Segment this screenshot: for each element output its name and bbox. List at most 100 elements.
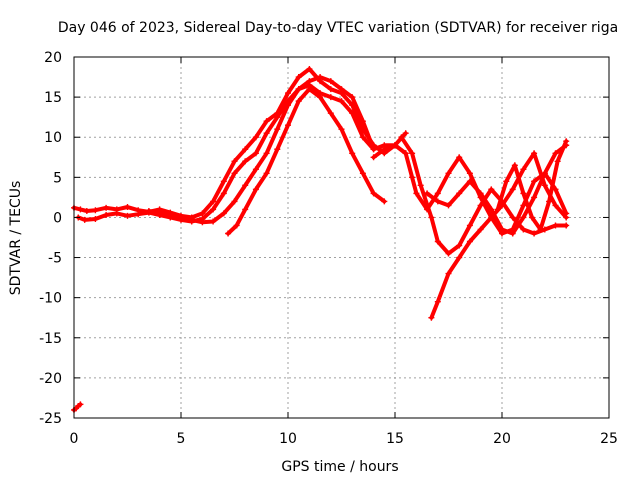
data-point bbox=[477, 202, 484, 209]
data-point bbox=[220, 178, 227, 185]
data-point bbox=[285, 90, 291, 97]
data-point bbox=[220, 190, 227, 197]
data-point bbox=[349, 94, 356, 101]
data-point bbox=[306, 78, 313, 85]
data-point bbox=[156, 209, 163, 216]
data-point bbox=[199, 219, 206, 226]
data-point bbox=[488, 186, 495, 193]
data-point bbox=[317, 74, 324, 81]
x-tick-label: 20 bbox=[493, 431, 511, 447]
x-tick-label: 25 bbox=[600, 431, 618, 447]
data-point bbox=[402, 130, 409, 137]
data-point bbox=[503, 178, 510, 185]
data-point bbox=[552, 202, 559, 209]
data-point bbox=[359, 134, 366, 141]
data-point bbox=[537, 226, 544, 233]
x-tick-labels: 0 5 10 15 20 25 bbox=[70, 431, 618, 447]
data-point bbox=[554, 158, 561, 165]
data-point bbox=[124, 212, 131, 219]
data-point bbox=[456, 254, 463, 261]
data-point bbox=[509, 214, 516, 221]
data-point bbox=[466, 178, 473, 185]
data-point bbox=[252, 150, 259, 157]
data-point bbox=[381, 198, 388, 205]
x-tick-label: 5 bbox=[177, 431, 186, 447]
data-point bbox=[220, 210, 227, 217]
data-point bbox=[210, 198, 217, 205]
data-point bbox=[520, 190, 527, 197]
data-point bbox=[531, 230, 538, 237]
data-point bbox=[381, 146, 388, 153]
data-point bbox=[434, 190, 441, 197]
data-point bbox=[541, 170, 548, 177]
data-point bbox=[531, 178, 538, 185]
data-point bbox=[242, 206, 249, 213]
y-tick-label: -15 bbox=[39, 331, 62, 347]
y-tick-label: 0 bbox=[53, 210, 62, 226]
axis-ticks bbox=[73, 56, 610, 419]
data-point bbox=[499, 226, 505, 233]
data-point bbox=[445, 202, 452, 209]
data-point bbox=[477, 226, 484, 233]
data-point bbox=[520, 214, 527, 221]
data-point bbox=[494, 206, 501, 213]
series-arc-h bbox=[425, 143, 569, 236]
data-point bbox=[231, 198, 238, 205]
data-point bbox=[124, 204, 131, 211]
data-point bbox=[225, 230, 232, 237]
data-point bbox=[531, 150, 538, 157]
data-point bbox=[370, 146, 377, 153]
data-point bbox=[317, 94, 324, 101]
data-point bbox=[327, 110, 334, 117]
data-point bbox=[409, 150, 416, 157]
data-point bbox=[409, 174, 416, 181]
data-point bbox=[274, 126, 281, 133]
data-point bbox=[338, 86, 345, 93]
y-tick-label: 5 bbox=[53, 170, 62, 186]
data-point bbox=[233, 222, 240, 229]
data-point bbox=[210, 206, 217, 213]
data-point bbox=[370, 154, 377, 161]
chart-title: Day 046 of 2023, Sidereal Day-to-day VTE… bbox=[58, 20, 618, 36]
data-point bbox=[413, 190, 420, 197]
y-tick-labels: 20 15 10 5 0 -5 -10 -15 -20 -25 bbox=[39, 50, 62, 427]
data-markers bbox=[71, 66, 570, 413]
data-point bbox=[541, 182, 548, 189]
data-point bbox=[488, 206, 495, 213]
data-point bbox=[445, 270, 452, 277]
data-point bbox=[92, 207, 99, 214]
data-point bbox=[285, 122, 291, 129]
y-tick-label: 20 bbox=[44, 50, 62, 66]
data-point bbox=[466, 238, 473, 245]
data-point bbox=[488, 214, 495, 221]
series-arc-c bbox=[146, 75, 376, 225]
data-point bbox=[359, 170, 366, 177]
data-point bbox=[231, 170, 238, 177]
data-point bbox=[285, 102, 291, 109]
data-point bbox=[434, 238, 441, 245]
data-point bbox=[477, 190, 484, 197]
data-point bbox=[295, 74, 302, 81]
y-tick-label: 15 bbox=[44, 90, 62, 106]
data-point bbox=[263, 170, 270, 177]
y-axis-label: SDTVAR / TECUs bbox=[8, 181, 24, 296]
data-point bbox=[349, 102, 356, 109]
data-point bbox=[456, 154, 463, 161]
data-point bbox=[252, 166, 259, 173]
data-point bbox=[359, 126, 366, 133]
x-axis-label: GPS time / hours bbox=[281, 459, 398, 475]
data-point bbox=[306, 66, 313, 73]
y-tick-label: -10 bbox=[39, 291, 62, 307]
data-point bbox=[456, 242, 463, 249]
data-point bbox=[103, 204, 110, 211]
x-tick-label: 0 bbox=[70, 431, 79, 447]
data-traces bbox=[72, 67, 569, 412]
data-point bbox=[135, 211, 142, 218]
y-tick-label: -5 bbox=[48, 251, 62, 267]
data-point bbox=[306, 86, 313, 93]
data-point bbox=[145, 208, 152, 215]
data-point bbox=[552, 186, 559, 193]
data-point bbox=[295, 86, 302, 93]
data-point bbox=[231, 158, 238, 165]
